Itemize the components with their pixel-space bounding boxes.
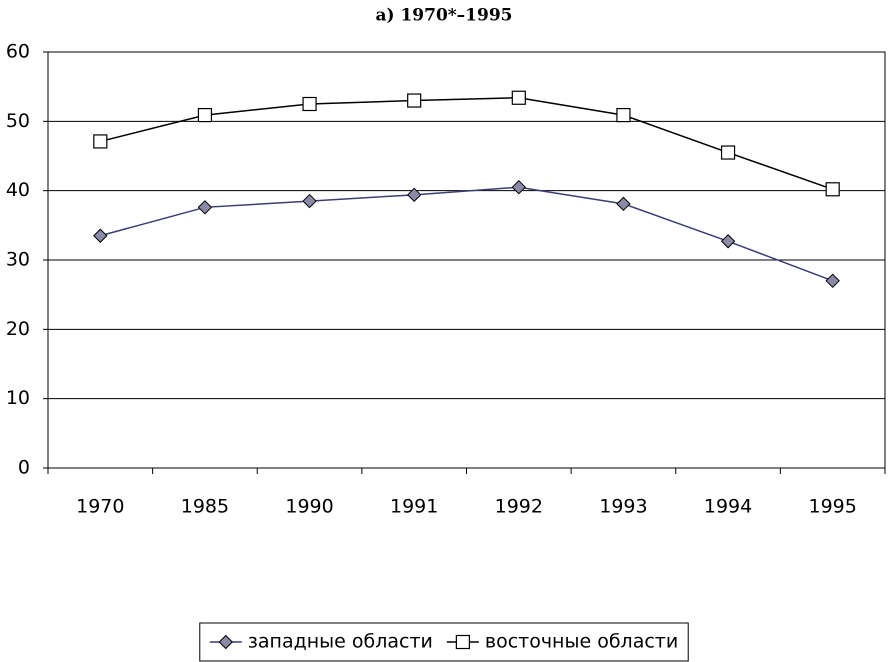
y-tick-label: 10: [6, 387, 30, 409]
legend: западные области восточные области: [199, 622, 689, 662]
x-tick-label: 1992: [495, 496, 543, 518]
series-line: [100, 97, 833, 190]
x-tick-label: 1993: [599, 496, 647, 518]
y-tick-label: 20: [6, 318, 30, 340]
legend-marker: [455, 634, 470, 650]
legend-item: западные области: [209, 631, 433, 653]
chart-title: а) 1970*–1995: [376, 6, 513, 26]
legend-marker: [218, 634, 233, 650]
legend-box: [199, 622, 689, 662]
marker: [406, 187, 422, 203]
marker: [616, 196, 631, 212]
x-tick-label: 1991: [390, 496, 438, 518]
y-tick-label: 40: [6, 179, 30, 201]
marker: [197, 200, 213, 215]
series-line: [100, 186, 833, 282]
marker: [720, 234, 736, 249]
marker: [93, 228, 108, 243]
marker: [825, 182, 840, 197]
marker: [197, 107, 213, 123]
marker: [302, 96, 317, 112]
legend-label: восточные области: [485, 631, 678, 653]
x-tick-label: 1995: [809, 496, 857, 518]
marker: [720, 145, 736, 160]
marker: [825, 273, 840, 289]
marker: [407, 93, 422, 108]
x-tick-label: 1970: [76, 496, 124, 518]
legend-item: восточные области: [446, 631, 678, 653]
marker: [511, 90, 526, 105]
y-tick-label: 60: [6, 41, 30, 63]
y-tick-label: 30: [6, 249, 30, 271]
legend-label: западные области: [248, 631, 433, 653]
x-tick-label: 1994: [704, 496, 752, 518]
x-tick-label: 1990: [285, 496, 333, 518]
marker: [616, 107, 631, 123]
x-tick-label: 1985: [181, 496, 229, 518]
marker: [93, 134, 108, 149]
marker: [511, 179, 527, 195]
y-tick-label: 0: [18, 457, 30, 479]
marker: [302, 193, 317, 209]
y-tick-label: 50: [6, 110, 30, 132]
